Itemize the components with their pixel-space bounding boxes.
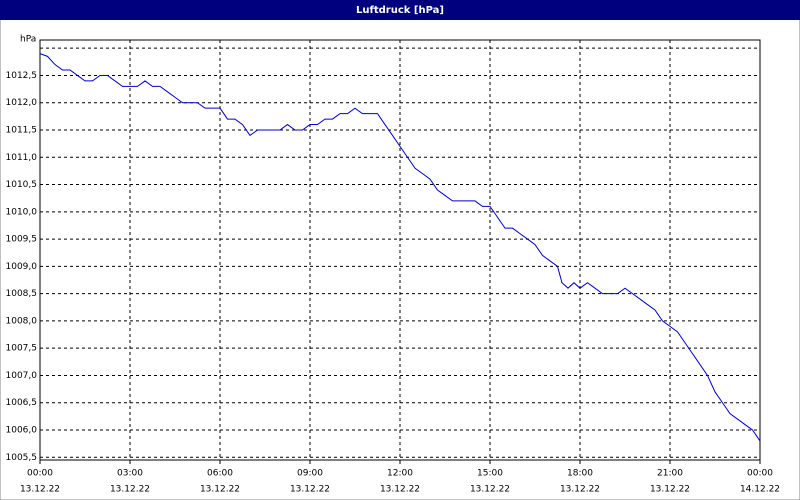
y-tick-label: 1009,5	[6, 235, 38, 245]
x-tick-label: 18:00	[567, 469, 593, 479]
x-tick-date: 13.12.22	[20, 485, 60, 495]
x-tick-date: 13.12.22	[380, 485, 420, 495]
chart-title: Luftdruck [hPa]	[356, 5, 444, 16]
x-tick-date: 13.12.22	[110, 485, 150, 495]
x-tick-label: 03:00	[117, 469, 143, 479]
data-line	[39, 53, 761, 442]
x-tick-label: 00:00	[27, 469, 53, 479]
x-tick-date: 13.12.22	[470, 485, 510, 495]
y-tick-label: 1012,5	[6, 71, 38, 81]
y-tick-label: 1006,5	[6, 398, 38, 408]
x-tick-label: 06:00	[207, 469, 233, 479]
y-tick-label: 1009,0	[6, 262, 38, 272]
x-tick-date: 13.12.22	[650, 485, 690, 495]
y-tick-label: 1007,0	[6, 371, 38, 381]
y-tick-label: hPa	[20, 35, 36, 45]
title-bar	[0, 0, 800, 20]
y-tick-label: 1010,5	[6, 180, 38, 190]
y-tick-label: 1006,0	[6, 426, 38, 436]
x-tick-label: 15:00	[477, 469, 503, 479]
y-tick-label: 1008,5	[6, 289, 38, 299]
y-tick-label: 1012,0	[6, 98, 38, 108]
y-tick-label: 1011,0	[6, 153, 38, 163]
y-tick-label: 1011,5	[6, 126, 38, 136]
x-tick-label: 00:00	[747, 469, 773, 479]
x-tick-label: 12:00	[387, 469, 413, 479]
y-tick-label: 1007,5	[6, 344, 38, 354]
x-tick-date: 13.12.22	[560, 485, 600, 495]
y-tick-label: 1010,0	[6, 207, 38, 217]
x-tick-date: 14.12.22	[740, 485, 780, 495]
x-tick-date: 13.12.22	[290, 485, 330, 495]
x-tick-date: 13.12.22	[200, 485, 240, 495]
x-tick-label: 09:00	[297, 469, 323, 479]
y-tick-label: 1008,0	[6, 316, 38, 326]
x-tick-label: 21:00	[657, 469, 683, 479]
y-tick-label: 1005,5	[6, 453, 38, 463]
